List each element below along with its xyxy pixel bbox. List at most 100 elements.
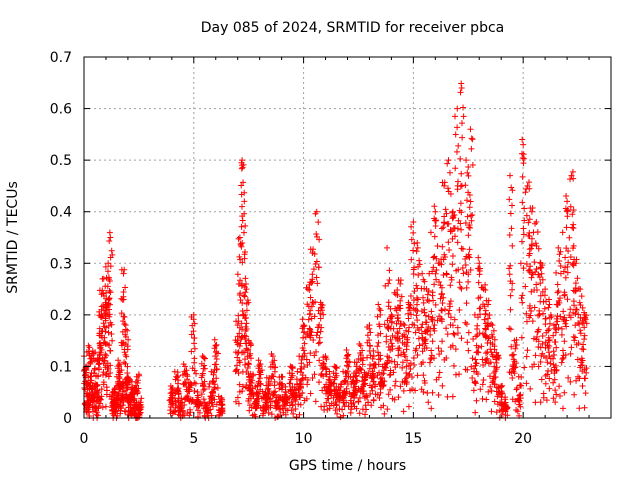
data-point: [424, 389, 431, 396]
data-point: [523, 310, 530, 317]
data-point: [517, 392, 524, 399]
data-point: [247, 342, 254, 349]
data-point: [399, 359, 406, 366]
data-point: [532, 352, 539, 359]
data-point: [421, 345, 428, 352]
data-point: [268, 375, 275, 382]
data-point: [425, 287, 432, 294]
data-point: [507, 306, 514, 313]
data-point: [458, 226, 465, 233]
data-point: [105, 323, 112, 330]
data-point: [506, 325, 513, 332]
data-point: [186, 406, 193, 413]
data-point: [92, 391, 99, 398]
data-point: [105, 274, 112, 281]
data-point: [277, 412, 284, 419]
data-point: [241, 210, 248, 217]
data-point: [447, 298, 454, 305]
data-point: [482, 286, 489, 293]
data-point: [404, 357, 411, 364]
data-point: [537, 280, 544, 287]
data-point: [277, 379, 284, 386]
data-point: [463, 197, 470, 204]
data-point: [430, 297, 437, 304]
data-point: [250, 393, 257, 400]
data-point: [454, 330, 461, 337]
data-point: [576, 405, 583, 412]
data-point: [443, 325, 450, 332]
data-point: [183, 367, 190, 374]
data-point: [460, 104, 467, 111]
data-point: [529, 269, 536, 276]
data-point: [374, 313, 381, 320]
data-point: [520, 141, 527, 148]
data-point: [312, 398, 319, 405]
data-point: [98, 303, 105, 310]
data-point: [488, 387, 495, 394]
data-point: [236, 342, 243, 349]
data-point: [492, 374, 499, 381]
data-point: [491, 398, 498, 405]
data-point: [239, 383, 246, 390]
data-point: [565, 374, 572, 381]
data-point: [470, 387, 477, 394]
data-point: [457, 200, 464, 207]
data-point: [105, 295, 112, 302]
data-point: [384, 244, 391, 251]
data-point: [467, 126, 474, 133]
data-point: [185, 394, 192, 401]
data-point: [260, 408, 267, 415]
data-point: [427, 229, 434, 236]
data-point: [535, 363, 542, 370]
data-point: [395, 394, 402, 401]
data-point: [331, 376, 338, 383]
data-point: [109, 251, 116, 258]
data-point: [117, 399, 124, 406]
data-point: [407, 293, 414, 300]
data-point: [366, 382, 373, 389]
data-point: [93, 372, 100, 379]
data-point: [561, 291, 568, 298]
data-point: [449, 342, 456, 349]
data-point: [107, 362, 114, 369]
data-point: [537, 292, 544, 299]
data-point: [175, 385, 182, 392]
data-point: [308, 303, 315, 310]
data-point: [387, 336, 394, 343]
data-point: [522, 189, 529, 196]
data-point: [101, 334, 108, 341]
data-point: [508, 343, 515, 350]
data-point: [517, 382, 524, 389]
data-point: [517, 260, 524, 267]
data-point: [239, 300, 246, 307]
data-point: [357, 365, 364, 372]
data-point: [242, 336, 249, 343]
data-point: [533, 287, 540, 294]
data-point: [458, 80, 465, 87]
data-point: [243, 281, 249, 288]
data-point: [579, 345, 586, 352]
data-point: [85, 409, 92, 416]
data-point: [129, 391, 136, 398]
data-point: [180, 381, 187, 388]
data-point: [325, 395, 332, 402]
data-point: [360, 390, 367, 397]
data-point: [198, 391, 205, 398]
data-point: [288, 407, 295, 414]
data-point: [402, 353, 409, 360]
data-point: [305, 316, 312, 323]
data-point: [454, 124, 461, 131]
data-point: [367, 352, 374, 359]
data-point: [353, 359, 360, 366]
data-point: [188, 348, 195, 355]
data-point: [384, 359, 391, 366]
data-point: [121, 320, 128, 327]
data-point: [412, 329, 419, 336]
data-point: [108, 331, 115, 338]
data-point: [583, 365, 590, 372]
data-points: [81, 80, 590, 421]
data-point: [572, 260, 579, 267]
data-point: [412, 387, 419, 394]
data-point: [539, 288, 546, 295]
data-point: [536, 307, 543, 314]
